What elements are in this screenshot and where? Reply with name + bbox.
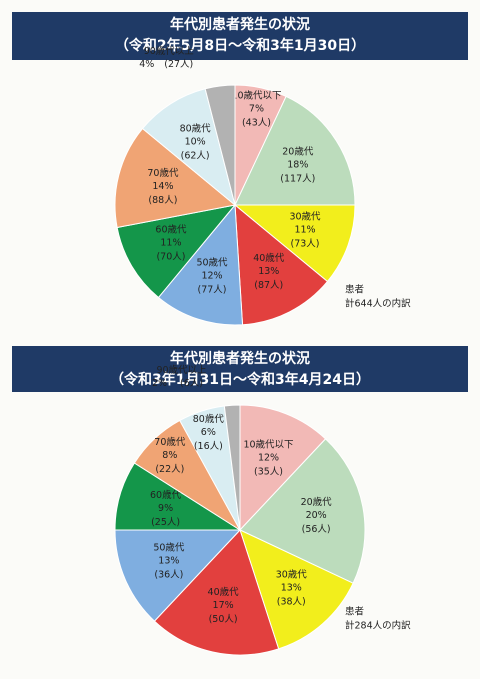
slice-count: (25人) [151,517,180,528]
note: 患者 [345,284,364,296]
pie-slice [239,404,327,532]
pie-slice [141,88,236,207]
slice-percent: 14% [152,181,173,192]
slice-percent: 12% [201,270,222,281]
slice-category: 70歳代 [147,167,179,179]
slice-count: (73人) [290,239,319,250]
title-banner [12,12,468,60]
slice-percent: 4% [139,59,154,70]
pie-slice [204,84,236,206]
slice-category: 80歳代 [180,123,212,135]
slice-count: (36人) [154,569,183,580]
slice-count: (62人) [181,151,210,162]
slice-percent: 13% [258,266,279,277]
note: 患者 [345,606,364,618]
slice-category: 10歳代以下 [231,89,281,101]
slice-count: (27人) [164,59,193,70]
slice-percent: 20% [306,510,327,521]
pie-slice [234,95,356,206]
slice-percent: 6% [201,427,216,438]
pie-slice [157,203,244,326]
slice-count: (22人) [155,464,184,475]
slice-category: 40歳代 [253,252,285,264]
slice-percent: 18% [287,160,308,171]
slice-count: (6人) [180,378,203,389]
slice-category: 50歳代 [153,541,185,553]
slice-percent: 11% [160,237,181,248]
slice-count: (117人) [280,174,315,185]
slice-category: 10歳代以下 [243,438,293,450]
slice-percent: 13% [281,583,302,594]
slice-count: (87人) [254,280,283,291]
slice-count: (16人) [194,441,223,452]
slice-count: (56人) [302,524,331,535]
slice-percent: 13% [158,555,179,566]
chart-title: 年代別患者発生の状況 [170,16,310,33]
slice-category: 60歳代 [155,223,187,235]
note: 計284人の内訳 [345,620,411,632]
slice-percent: 9% [158,503,173,514]
slice-category: 30歳代 [289,211,321,223]
chart-title: （令和2年5月8日～令和3年1月30日） [115,37,365,54]
slice-count: (50人) [209,614,238,625]
slice-percent: 12% [258,452,279,463]
pie-slice [233,204,356,283]
pie-slice [223,404,241,531]
slice-category: 20歳代 [282,146,314,158]
pie-slice [116,204,237,299]
chart-title: 年代別患者発生の状況 [170,350,310,367]
slice-count: (43人) [242,117,271,128]
slice-count: (38人) [277,597,306,608]
slice-category: 70歳代 [154,436,186,448]
slice-percent: 2% [152,378,167,389]
slice-count: (35人) [254,466,283,477]
chart-title: （令和3年1月31日～令和3年4月24日） [110,371,370,388]
slice-category: 80歳代 [193,413,225,425]
pie-slice [153,529,280,656]
slice-percent: 8% [162,450,177,461]
pie-slice [239,529,354,650]
pie-slice [114,529,242,622]
slice-count: (88人) [148,195,177,206]
slice-percent: 17% [213,600,234,611]
slice-count: (77人) [198,284,227,295]
slice-percent: 11% [294,225,315,236]
slice-count: (70人) [156,251,185,262]
pie-slice [234,203,329,326]
slice-category: 40歳代 [208,586,240,598]
slice-category: 90歳代以上 [144,45,195,57]
pie-slice [239,438,366,584]
slice-percent: 10% [185,137,206,148]
slice-category: 20歳代 [301,496,333,508]
slice-category: 50歳代 [196,256,228,268]
title-banner [12,346,468,392]
slice-percent: 7% [249,103,264,114]
slice-category: 30歳代 [276,569,308,581]
note: 計644人の内訳 [345,298,411,310]
pie-slice [114,127,237,229]
slice-category: 90歳代以上 [156,364,207,376]
slice-category: 60歳代 [150,489,182,501]
